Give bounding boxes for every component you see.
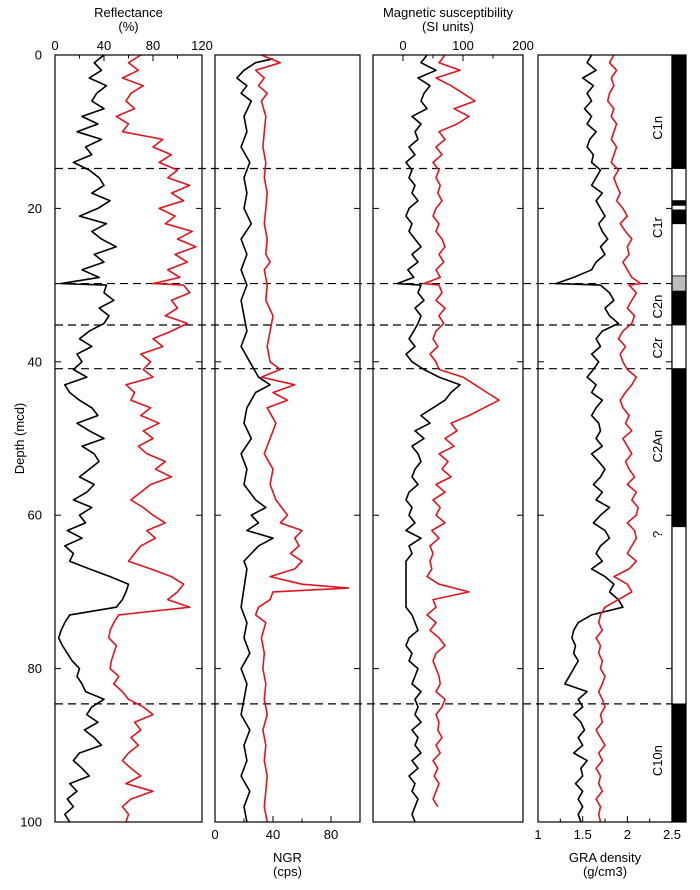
magsus-tick-label: 200 <box>512 38 534 53</box>
chron-label: C1n <box>650 116 665 140</box>
panel-reflectance: 0 40 80 120 Reflectance(%) <box>51 5 213 823</box>
reflectance-title: (%) <box>118 19 138 34</box>
chron-label: C1r <box>650 216 665 238</box>
ngr-series-red <box>254 54 350 823</box>
polarity-block <box>671 368 687 528</box>
chron-boundaries <box>55 167 672 705</box>
chron-label: C10n <box>650 745 665 776</box>
panel-gra: 1 1.5 2 2.5 GRA density(g/cm3) <box>534 54 681 879</box>
polarity-block <box>671 324 687 370</box>
polarity-block <box>671 209 687 225</box>
magsus-frame <box>372 54 524 823</box>
panel-magsus: 0 100 200 Magnetic susceptibility(SI units) <box>372 5 534 823</box>
depth-tick-label: 100 <box>20 815 42 830</box>
depth-axis: 0 20 40 60 80 100 Depth (mcd) <box>12 48 42 830</box>
magsus-title: (SI units) <box>422 19 474 34</box>
ngr-xlabel: (cps) <box>273 864 302 879</box>
chron-label: ? <box>650 531 665 538</box>
reflectance-tick-label: 120 <box>191 38 213 53</box>
gra-tick-label: 2 <box>624 827 631 842</box>
depth-axis-label: Depth (mcd) <box>12 403 27 475</box>
polarity-block <box>671 223 687 277</box>
gra-tick-label: 1.5 <box>574 827 592 842</box>
ngr-tick-label: 40 <box>266 827 280 842</box>
polarity-block <box>671 168 687 202</box>
chron-label: C2r <box>650 337 665 359</box>
magnetostratigraphy-column: C1n C1r C2n C2r C2An? C10n <box>650 54 687 823</box>
gra-series-black <box>555 54 624 823</box>
polarity-block <box>671 526 687 705</box>
magsus-series-red <box>423 54 500 808</box>
depth-tick-label: 0 <box>35 48 42 63</box>
gra-tick-label: 1 <box>534 827 541 842</box>
depth-tick-label: 40 <box>28 354 42 369</box>
magsus-tick-label: 0 <box>399 38 406 53</box>
ngr-frame <box>214 54 361 823</box>
magsus-title: Magnetic susceptibility <box>383 5 514 20</box>
polarity-block <box>671 54 687 169</box>
polarity-column-frame <box>671 54 687 823</box>
polarity-block <box>671 275 687 292</box>
reflectance-title: Reflectance <box>94 5 163 20</box>
gra-xlabel: GRA density <box>569 850 642 865</box>
reflectance-tick-label: 80 <box>146 38 160 53</box>
depth-tick-label: 20 <box>28 201 42 216</box>
ngr-xlabel: NGR <box>273 850 302 865</box>
gra-series-red <box>595 54 642 823</box>
polarity-block <box>671 703 687 823</box>
gra-tick-label: 2.5 <box>663 827 681 842</box>
ngr-tick-label: 80 <box>324 827 338 842</box>
polarity-block <box>671 204 687 211</box>
reflectance-frame <box>54 54 203 823</box>
log-panels: 0 40 80 120 Reflectance(%) 0 40 80 NGR(cps) 0 100 2… <box>51 5 681 879</box>
reflectance-tick-label: 40 <box>97 38 111 53</box>
chron-label: C2n <box>650 295 665 319</box>
ngr-series-black <box>236 58 274 823</box>
ngr-tick-label: 0 <box>211 827 218 842</box>
polarity-block <box>671 290 687 326</box>
chron-label: C2An <box>650 430 665 463</box>
panel-ngr: 0 40 80 NGR(cps) <box>211 54 361 879</box>
gra-xlabel: (g/cm3) <box>583 864 627 879</box>
magsus-series-black <box>396 54 461 823</box>
reflectance-tick-label: 0 <box>51 38 58 53</box>
magsus-tick-label: 100 <box>452 38 474 53</box>
reflectance-series-black <box>57 54 130 823</box>
depth-tick-label: 60 <box>28 508 42 523</box>
reflectance-series-red <box>108 54 197 823</box>
depth-tick-label: 80 <box>28 661 42 676</box>
polarity-block <box>671 200 687 206</box>
